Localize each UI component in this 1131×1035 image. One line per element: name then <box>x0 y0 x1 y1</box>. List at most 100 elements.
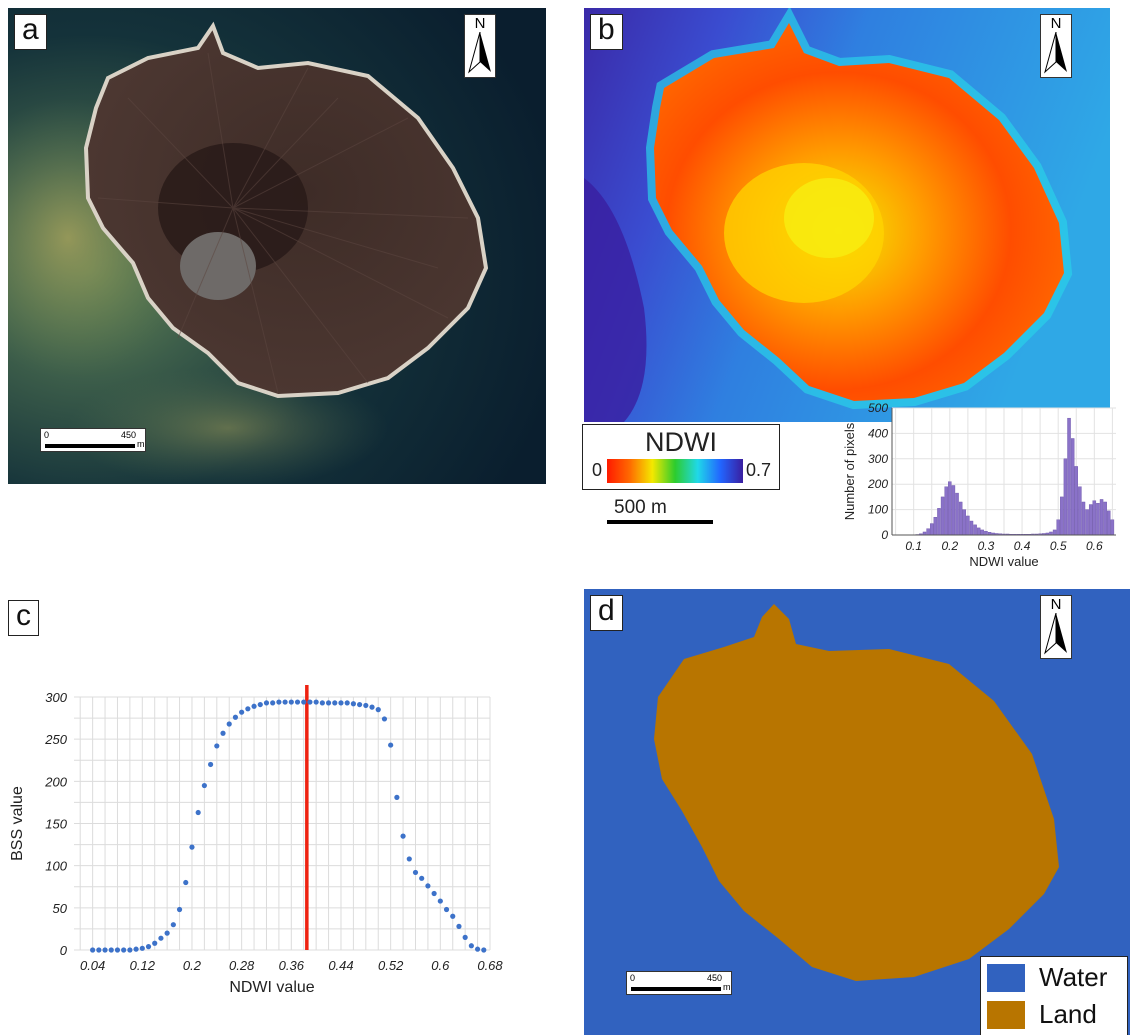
north-arrow: N <box>464 14 496 78</box>
bss-point <box>443 906 450 913</box>
bss-point <box>207 761 214 768</box>
y-axis-title: BSS value <box>9 786 26 861</box>
histogram-bar <box>980 529 985 536</box>
panel-label-a: a <box>14 14 47 50</box>
bss-point <box>257 701 263 708</box>
histogram-bar <box>1067 417 1071 536</box>
legend-label-water: Water <box>1039 962 1108 992</box>
x-tick-label: 0.3 <box>978 539 995 553</box>
scale-bar-line <box>607 520 713 524</box>
y-tick-label: 50 <box>53 901 68 916</box>
y-tick-label: 200 <box>44 774 67 789</box>
histogram-bar <box>973 524 977 536</box>
bss-point <box>325 700 332 706</box>
bss-point <box>164 930 170 936</box>
scale-unit: m <box>723 982 731 992</box>
histogram-bar <box>1088 504 1093 536</box>
ndwi-map <box>584 8 1110 422</box>
colorbar-max-label: 0.7 <box>746 460 772 480</box>
bss-point <box>201 782 207 789</box>
scale-bar: 0 450 m <box>626 971 732 995</box>
north-arrow-icon <box>1044 32 1067 74</box>
y-tick-label: 100 <box>45 859 67 874</box>
bss-point <box>412 869 419 876</box>
histogram-bar <box>955 492 959 536</box>
histogram-bar <box>1099 499 1104 536</box>
x-tick-label: 0.28 <box>229 958 255 973</box>
classification-map <box>584 589 1130 1035</box>
scale-label-500m: 500 m <box>614 497 667 518</box>
scale-bar-line <box>631 987 721 991</box>
bss-point <box>152 940 158 946</box>
bss-point <box>400 833 406 839</box>
bss-point <box>114 947 121 953</box>
bss-point <box>381 716 388 722</box>
histogram-bar <box>962 509 966 536</box>
x-tick-label: 0.6 <box>1086 539 1103 553</box>
histogram-bar <box>1060 496 1064 536</box>
bss-point <box>251 703 257 709</box>
panel-label-c: c <box>8 600 39 636</box>
histogram-bar <box>1107 510 1111 536</box>
y-tick-label: 150 <box>45 817 67 832</box>
histogram-bar <box>966 515 970 536</box>
bss-point <box>369 704 375 710</box>
bss-point <box>425 883 431 889</box>
bss-point <box>431 890 437 897</box>
histogram-bar <box>1092 500 1097 536</box>
scale-start: 0 <box>630 973 636 983</box>
bss-point <box>319 700 325 706</box>
y-tick-label: 300 <box>868 452 888 466</box>
histogram-bar <box>951 485 956 536</box>
bss-point <box>133 946 139 952</box>
bss-point <box>350 701 357 707</box>
north-arrow: N <box>1040 595 1072 659</box>
histogram-bar <box>976 527 981 536</box>
x-axis-title: NDWI value <box>229 979 314 996</box>
bss-point <box>301 699 307 705</box>
histogram-bar <box>948 481 952 536</box>
histogram-bar <box>1070 438 1075 536</box>
satellite-image <box>8 8 546 484</box>
bss-point <box>183 879 189 886</box>
y-axis-title: Number of pixels <box>842 422 857 520</box>
colorbar-title: NDWI <box>645 427 717 457</box>
histogram-bar <box>1063 458 1068 536</box>
y-tick-label: 250 <box>44 732 67 747</box>
scale-unit: m <box>137 439 145 449</box>
x-tick-label: 0.68 <box>477 958 503 973</box>
x-tick-label: 0.44 <box>328 958 353 973</box>
bss-point <box>239 709 245 715</box>
x-tick-label: 0.36 <box>279 958 305 973</box>
bss-point <box>357 701 363 708</box>
histogram-bar <box>933 517 938 536</box>
bss-point <box>307 699 313 705</box>
bss-chart: 0 50 100 150 200 250 300 0.04 0.12 0.2 0.28 0.36 0.4… <box>9 685 503 996</box>
bss-point <box>214 743 220 749</box>
x-tick-label: 0.2 <box>941 539 958 553</box>
x-tick-label: 0.1 <box>905 539 922 553</box>
scale-bar: 0 450 m <box>40 428 146 452</box>
bss-point <box>220 730 226 736</box>
histogram-bar <box>937 508 941 536</box>
north-arrow: N <box>1040 14 1072 78</box>
panel-d-classification-map: d N 0 450 m Water Land <box>584 589 1130 1035</box>
y-tick-label: 500 <box>868 401 888 415</box>
panel-label-b: b <box>590 14 623 50</box>
histogram-bar <box>1078 486 1082 536</box>
scale-end: 450 <box>707 973 723 983</box>
bss-point <box>388 742 394 748</box>
bss-point <box>245 706 251 712</box>
y-tick-label: 300 <box>45 690 67 705</box>
bss-point <box>456 923 462 929</box>
bss-point <box>419 875 425 881</box>
histogram-bar <box>984 530 988 536</box>
bss-point <box>176 906 183 913</box>
north-arrow-icon <box>468 32 491 74</box>
x-tick-label: 0.04 <box>80 958 105 973</box>
bss-point <box>282 699 288 705</box>
x-tick-label: 0.12 <box>130 958 156 973</box>
histogram-bar <box>969 520 974 536</box>
legend-label-land: Land <box>1039 999 1097 1029</box>
histogram-bar <box>944 486 948 536</box>
